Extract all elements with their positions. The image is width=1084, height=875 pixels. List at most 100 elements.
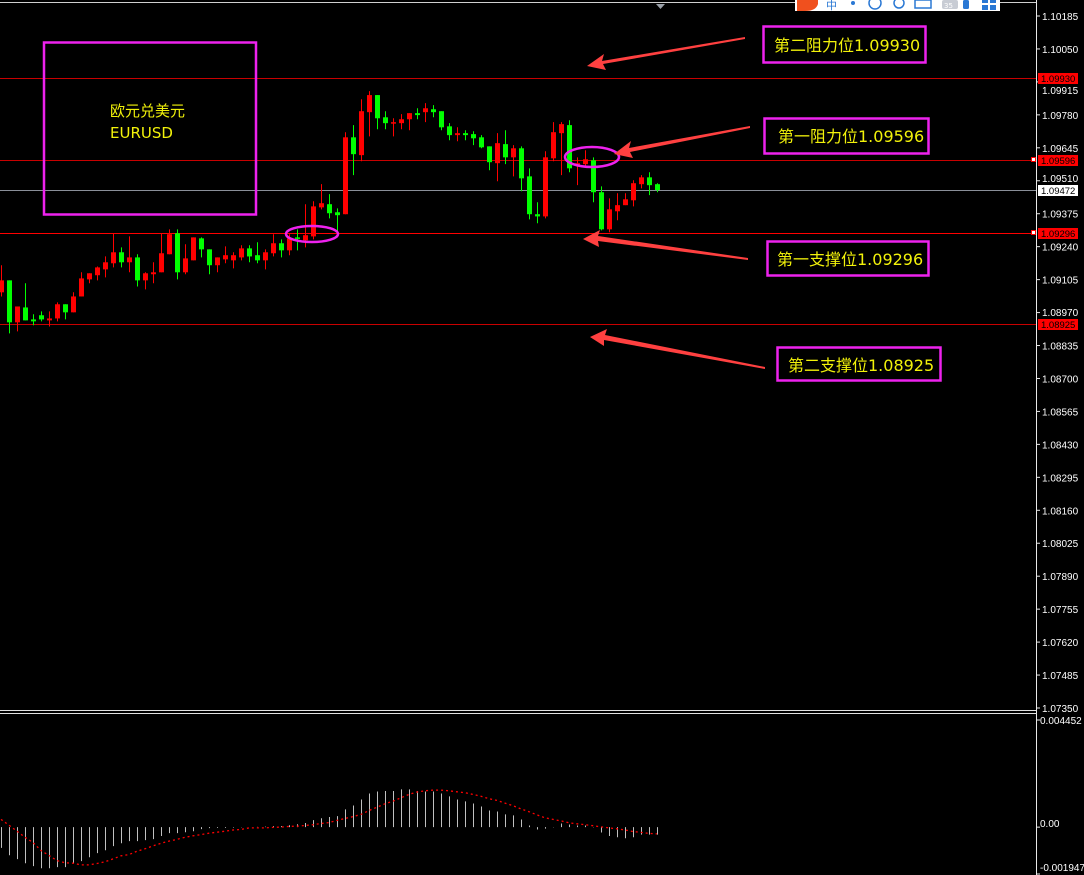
first-support-label: 第一支撑位1.09296 xyxy=(777,250,923,269)
candle-body xyxy=(215,257,220,266)
candle xyxy=(183,244,188,275)
candle xyxy=(31,314,36,326)
arrow-second-resistance xyxy=(587,37,745,70)
price-tick-label: 1.10185 xyxy=(1042,12,1079,23)
symbol-name-cn: 欧元兑美元 xyxy=(110,102,185,120)
phone-icon[interactable] xyxy=(963,0,969,9)
candle xyxy=(463,130,468,141)
candle-body xyxy=(319,203,324,208)
price-tick-label: 1.07755 xyxy=(1042,605,1079,616)
price-tag-background xyxy=(1038,155,1078,166)
candle xyxy=(519,146,524,192)
candle-body xyxy=(183,258,188,273)
candle xyxy=(63,304,68,320)
candle-body xyxy=(543,157,548,217)
candle-body xyxy=(135,257,140,281)
voice-input-icon[interactable] xyxy=(893,0,905,9)
candle-body xyxy=(511,148,516,158)
battery-icon[interactable] xyxy=(942,0,958,9)
candle-body xyxy=(47,318,52,321)
price-tick-label: 1.08295 xyxy=(1042,473,1079,484)
candle xyxy=(399,114,404,130)
price-tick-label: 1.07485 xyxy=(1042,671,1079,682)
candle-body xyxy=(175,233,180,273)
candle xyxy=(631,180,636,207)
candle-body xyxy=(95,267,100,276)
candle xyxy=(103,256,108,278)
candle-body xyxy=(631,183,636,201)
candle-body xyxy=(503,144,508,158)
candle-body xyxy=(639,177,644,185)
candle-body xyxy=(119,252,124,263)
candle-body xyxy=(583,159,588,165)
candle-body xyxy=(207,249,212,266)
punctuation-icon[interactable] xyxy=(851,1,855,5)
candle-body xyxy=(431,109,436,113)
candle-body xyxy=(423,108,428,113)
candle-body xyxy=(615,205,620,212)
candle xyxy=(87,273,92,284)
support-breakout-ellipse xyxy=(284,224,340,244)
price-tick-label: 1.07350 xyxy=(1042,704,1079,715)
candle-body xyxy=(143,273,148,281)
candle xyxy=(471,131,476,146)
level-handle xyxy=(1031,230,1036,235)
candle xyxy=(535,202,540,224)
price-tick-label: 1.09915 xyxy=(1042,86,1079,97)
candle xyxy=(575,157,580,186)
keyboard-icon[interactable] xyxy=(914,0,932,9)
candle-body xyxy=(239,248,244,258)
scroll-marker-icon[interactable] xyxy=(656,4,665,9)
candle-body xyxy=(623,199,628,206)
candle-body xyxy=(455,133,460,136)
price-axis[interactable]: 1.101851.100501.099151.097801.096451.095… xyxy=(1036,12,1079,715)
candle-body xyxy=(23,307,28,321)
candle-body xyxy=(367,95,372,113)
candle-body xyxy=(159,253,164,273)
candle xyxy=(71,292,76,313)
candle xyxy=(215,257,220,273)
second-resistance-box xyxy=(762,25,927,64)
candle-body xyxy=(487,146,492,163)
candle xyxy=(95,266,100,281)
candle-body xyxy=(335,212,340,216)
candle-body xyxy=(151,272,156,275)
candle xyxy=(231,252,236,269)
candle xyxy=(151,262,156,284)
candle xyxy=(55,302,60,322)
candle xyxy=(503,130,508,165)
candle xyxy=(311,201,316,240)
candle-body xyxy=(311,206,316,237)
price-tag-label: 1.09296 xyxy=(1041,229,1075,240)
candle xyxy=(79,272,84,297)
candle xyxy=(455,127,460,142)
candle xyxy=(7,280,12,334)
candle-body xyxy=(287,238,292,251)
candle xyxy=(487,146,492,171)
candle xyxy=(239,245,244,261)
sogou-ime-icon[interactable] xyxy=(797,0,818,11)
candle xyxy=(423,103,428,123)
candle xyxy=(23,283,28,321)
candle-body xyxy=(359,111,364,156)
candle-body xyxy=(607,209,612,230)
price-tick-label: 1.09105 xyxy=(1042,276,1079,287)
candle-body xyxy=(103,262,108,270)
arrow-second-support xyxy=(590,329,765,369)
candle-body xyxy=(111,252,116,264)
price-tag-label: 1.08925 xyxy=(1041,320,1075,331)
price-tick-label: 1.09510 xyxy=(1042,174,1079,185)
candle-body xyxy=(303,235,308,241)
chinese-input-mode-icon[interactable]: 中 xyxy=(826,0,837,12)
grid-menu-icon[interactable] xyxy=(982,0,996,10)
candle-body xyxy=(223,255,228,260)
candle xyxy=(279,239,284,258)
candle xyxy=(559,122,564,176)
emoji-icon[interactable] xyxy=(868,0,882,10)
candles xyxy=(0,91,660,334)
taskbar-tray: 中 35 xyxy=(795,0,1000,12)
annotations: 欧元兑美元 EURUSD 第二阻力位1.09930 第一阻力位1.09596 第… xyxy=(42,25,942,382)
candle-body xyxy=(439,111,444,128)
price-tick-label: 1.08565 xyxy=(1042,407,1079,418)
